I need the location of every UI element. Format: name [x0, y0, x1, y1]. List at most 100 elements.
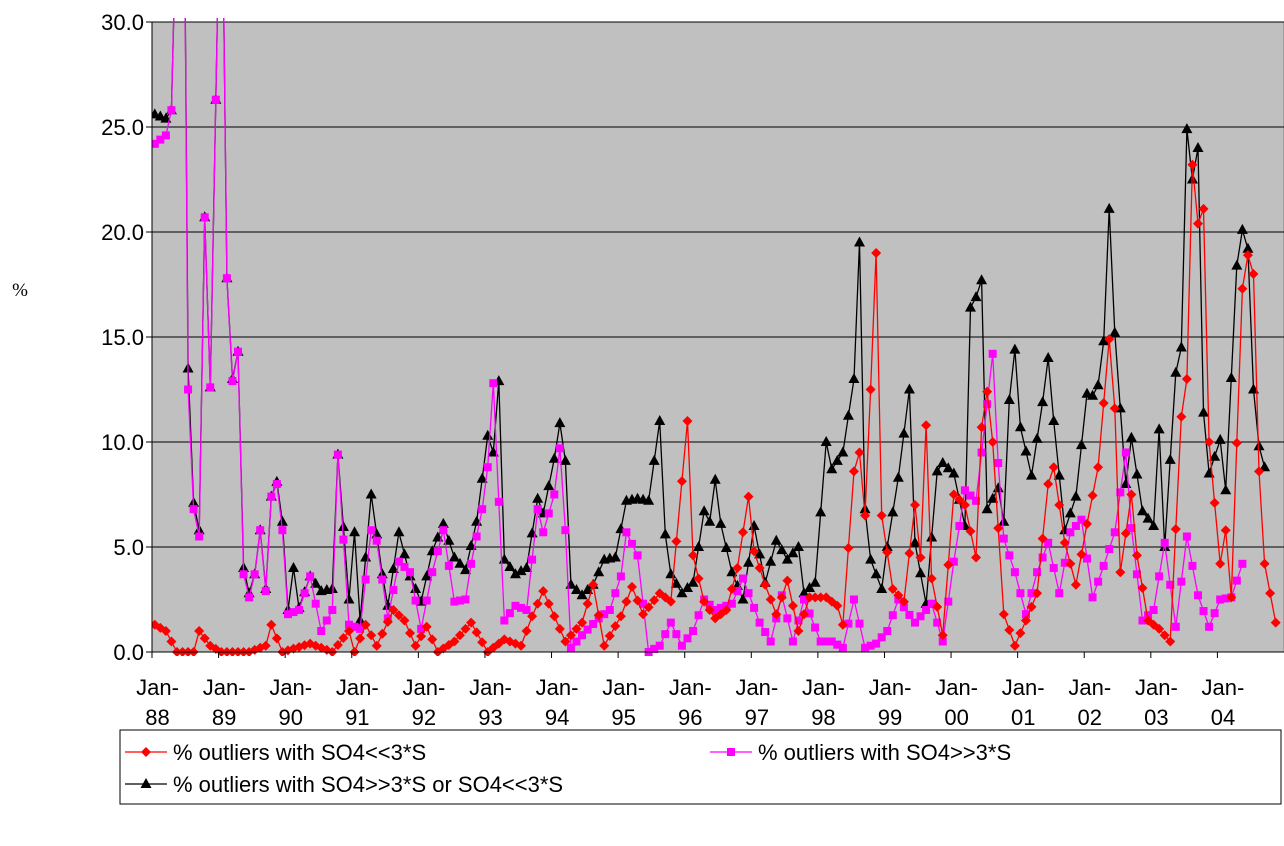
data-point — [521, 626, 532, 636]
data-point — [1032, 588, 1043, 599]
data-point — [1242, 242, 1254, 253]
data-point — [1053, 469, 1065, 480]
data-point — [356, 624, 365, 633]
data-point — [1121, 448, 1130, 457]
data-point — [922, 606, 931, 614]
data-point — [1038, 553, 1047, 562]
data-point — [448, 551, 460, 562]
data-point — [393, 526, 405, 537]
data-point — [855, 619, 864, 628]
data-point — [682, 416, 693, 426]
data-point — [1176, 411, 1187, 422]
data-point — [860, 510, 871, 521]
data-point — [659, 528, 671, 539]
data-point — [949, 557, 958, 566]
data-point — [689, 627, 698, 635]
data-point — [681, 581, 693, 592]
data-point — [870, 568, 882, 579]
x-tick-label-line: 92 — [412, 705, 436, 730]
x-tick-label-line: Jan- — [935, 675, 978, 700]
data-point — [476, 472, 488, 483]
x-tick-label-line: 04 — [1211, 705, 1235, 730]
data-point — [811, 623, 820, 632]
data-point — [605, 606, 614, 614]
data-point — [555, 444, 564, 453]
data-point — [582, 584, 594, 595]
data-point — [1049, 564, 1058, 572]
data-point — [439, 526, 448, 535]
data-point — [910, 618, 919, 627]
data-point — [687, 576, 699, 587]
data-point — [583, 625, 592, 634]
data-point — [152, 619, 160, 630]
x-tick-label-line: 91 — [345, 705, 369, 730]
data-point — [1020, 615, 1031, 626]
data-point — [410, 640, 421, 651]
data-point — [1109, 403, 1120, 414]
data-point — [1209, 450, 1221, 461]
x-tick-label: Jan- 02 — [1068, 675, 1111, 730]
data-point — [844, 619, 853, 628]
data-point — [443, 534, 455, 545]
x-tick-label: Jan- 04 — [1202, 675, 1245, 730]
data-point — [1020, 445, 1032, 456]
data-point — [444, 561, 453, 570]
data-point — [1181, 123, 1193, 134]
data-point — [1126, 489, 1137, 500]
data-point — [677, 641, 686, 650]
data-point — [339, 535, 348, 544]
data-point — [639, 599, 648, 608]
data-point — [1132, 570, 1141, 579]
data-point — [1232, 576, 1241, 585]
data-point — [1198, 203, 1209, 214]
data-point — [1059, 537, 1070, 548]
data-point — [477, 637, 488, 648]
data-point — [1014, 421, 1026, 432]
data-point — [944, 597, 953, 606]
data-point — [737, 527, 748, 538]
legend-item-3: % outliers with SO4>>3*S or SO4<<3*S — [125, 772, 563, 797]
data-point — [604, 630, 615, 641]
data-point — [1076, 549, 1087, 560]
x-tick-label: Jan- 94 — [536, 675, 579, 730]
legend-label: % outliers with SO4>>3*S — [758, 740, 1011, 765]
data-point — [998, 609, 1009, 620]
data-point — [571, 623, 582, 634]
data-point — [211, 95, 220, 104]
data-point — [1170, 524, 1181, 535]
data-point — [1109, 326, 1121, 337]
data-point — [1082, 518, 1093, 529]
data-point — [770, 534, 782, 545]
data-point — [1193, 591, 1202, 600]
data-point — [394, 557, 403, 566]
data-point — [1044, 538, 1053, 547]
x-tick-label-line: Jan- — [735, 675, 778, 700]
x-tick-label-line: 95 — [611, 705, 635, 730]
legend-item-2: % outliers with SO4>>3*S — [710, 740, 1011, 765]
data-point — [1033, 568, 1042, 577]
data-point — [528, 555, 537, 564]
data-point — [421, 570, 433, 581]
data-point — [704, 515, 716, 526]
data-point — [467, 559, 476, 568]
data-point — [776, 544, 788, 555]
data-point — [338, 633, 349, 643]
data-point — [1088, 593, 1097, 602]
data-point — [843, 543, 854, 554]
data-point — [1103, 202, 1115, 213]
data-point — [1253, 440, 1265, 451]
data-point — [1070, 579, 1081, 590]
y-tick-label: 20.0 — [101, 220, 144, 245]
x-tick-label: Jan- 88 — [136, 675, 179, 730]
data-point — [417, 624, 426, 633]
data-point — [726, 584, 737, 594]
data-point — [271, 633, 282, 644]
data-point — [344, 620, 353, 629]
data-point — [965, 526, 976, 537]
data-point — [322, 616, 331, 625]
data-point — [1009, 343, 1021, 354]
x-tick-label-line: Jan- — [869, 675, 912, 700]
data-point — [350, 622, 359, 631]
data-point — [672, 630, 681, 639]
data-point — [1037, 396, 1049, 407]
